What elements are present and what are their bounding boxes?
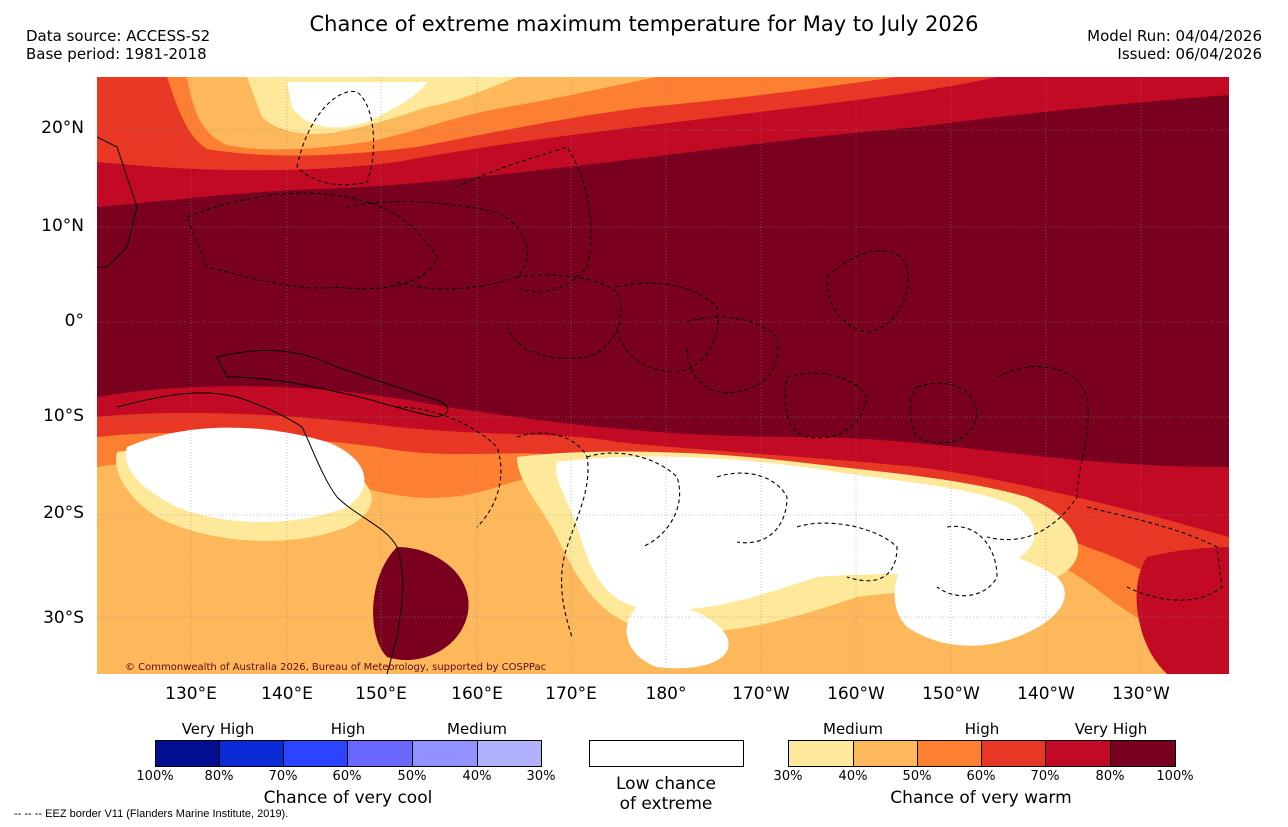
run-info: Model Run: 04/04/2026 Issued: 06/04/2026 [1087, 27, 1262, 63]
warm-label-very-high: Very High [1074, 720, 1148, 738]
lat-label-0: 0° [64, 311, 84, 331]
warm-swatch-1 [788, 740, 854, 767]
forecast-map: © Commonwealth of Australia 2026, Bureau… [97, 77, 1229, 674]
cool-tick-100: 100% [136, 769, 174, 784]
lat-label-10s: 10°S [43, 406, 84, 426]
south-pacific-low-2 [894, 544, 1065, 646]
warm-label-high: High [964, 720, 1000, 738]
warm-swatch-5 [1045, 740, 1111, 767]
warm-legend-title: Chance of very warm [890, 788, 1072, 808]
png-coastline [216, 349, 449, 418]
lon-label-150e: 150°E [355, 684, 407, 704]
tasman-very-high [373, 547, 469, 661]
warm-label-medium: Medium [823, 720, 883, 738]
cool-swatch-3 [283, 740, 348, 767]
warm-tick-40: 40% [838, 769, 868, 784]
lon-label-150w: 150°W [922, 684, 980, 704]
cool-swatch-6 [477, 740, 542, 767]
australia-coastline [116, 392, 404, 674]
low-chance-title-2: of extreme [619, 794, 713, 814]
cool-tick-70: 70% [268, 769, 298, 784]
source-info: Data source: ACCESS-S2 Base period: 1981… [26, 27, 210, 63]
australia-low [126, 427, 365, 522]
eez-borders [186, 90, 1223, 638]
issued-date: Issued: 06/04/2026 [1117, 45, 1262, 63]
map-canvas: © Commonwealth of Australia 2026, Bureau… [97, 77, 1229, 674]
lon-label-180: 180° [645, 684, 687, 704]
cool-tick-60: 60% [332, 769, 362, 784]
warm-swatch-2 [853, 740, 918, 767]
data-source: Data source: ACCESS-S2 [26, 27, 211, 45]
lon-label-140e: 140°E [261, 684, 313, 704]
east-70-patch [1136, 547, 1229, 674]
cool-legend-title: Chance of very cool [263, 788, 433, 808]
cool-label-medium: Medium [447, 720, 507, 738]
lat-label-20n: 20°N [41, 118, 84, 138]
lat-label-20s: 20°S [43, 503, 84, 523]
cool-swatch-5 [412, 740, 478, 767]
warm-tick-70: 70% [1030, 769, 1060, 784]
lon-label-160e: 160°E [451, 684, 503, 704]
warm-tick-50: 50% [902, 769, 932, 784]
copyright-text: © Commonwealth of Australia 2026, Bureau… [125, 662, 546, 673]
cool-swatch-4 [347, 740, 413, 767]
low-chance-title-1: Low chance [616, 774, 716, 794]
philippines-coastline [97, 136, 138, 268]
cool-tick-50: 50% [397, 769, 427, 784]
lat-label-30s: 30°S [43, 608, 84, 628]
warm-swatch-3 [917, 740, 982, 767]
warm-tick-80: 80% [1095, 769, 1125, 784]
south-pacific-low-3 [626, 604, 729, 669]
base-period: Base period: 1981-2018 [26, 45, 207, 63]
warm-tick-60: 60% [966, 769, 996, 784]
warm-swatch-6 [1110, 740, 1176, 767]
warm-swatch-4 [981, 740, 1046, 767]
warm-tick-100: 100% [1156, 769, 1194, 784]
cool-label-very-high: Very High [181, 720, 255, 738]
cool-label-high: High [330, 720, 366, 738]
cool-tick-30: 30% [526, 769, 556, 784]
north-band-low [287, 82, 427, 128]
warm-tick-30: 30% [773, 769, 803, 784]
lon-label-160w: 160°W [827, 684, 885, 704]
graticule [97, 77, 1229, 674]
cool-swatch-1 [155, 740, 220, 767]
lat-label-10n: 10°N [41, 216, 84, 236]
map-title: Chance of extreme maximum temperature fo… [309, 12, 979, 36]
lon-label-170e: 170°E [545, 684, 597, 704]
lon-label-140w: 140°W [1017, 684, 1075, 704]
lon-label-130w: 130°W [1112, 684, 1170, 704]
low-chance-swatch [589, 740, 744, 767]
eez-footnote: -- -- -- EEZ border V11 (Flanders Marine… [14, 808, 289, 820]
cool-swatch-2 [219, 740, 284, 767]
cool-tick-40: 40% [462, 769, 492, 784]
cool-tick-80: 80% [204, 769, 234, 784]
lon-label-170w: 170°W [732, 684, 790, 704]
lon-label-130e: 130°E [165, 684, 217, 704]
model-run: Model Run: 04/04/2026 [1087, 27, 1262, 45]
